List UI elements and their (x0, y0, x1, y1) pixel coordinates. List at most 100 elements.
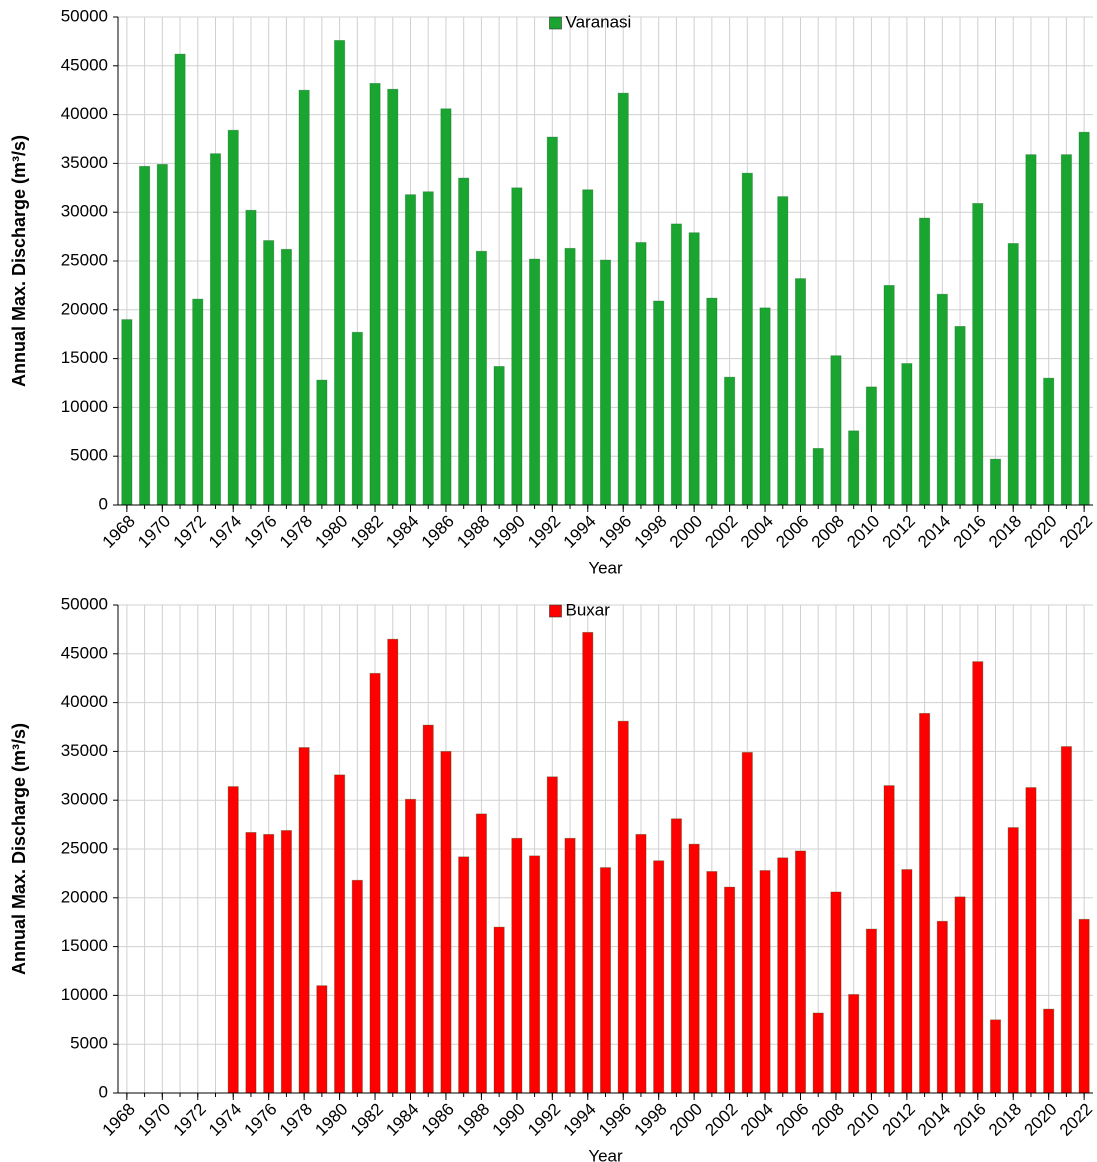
bar (653, 860, 665, 1094)
y-tick-label: 40000 (61, 692, 108, 711)
bar (298, 747, 310, 1094)
x-tick-label: 1976 (240, 512, 280, 552)
bar (954, 896, 966, 1094)
bar (1007, 827, 1019, 1094)
x-tick-label: 2022 (1056, 1100, 1096, 1140)
x-tick-label: 1972 (170, 1100, 210, 1140)
x-tick-label: 2014 (914, 1100, 954, 1140)
bar (599, 259, 612, 506)
x-tick-label: 1976 (240, 1100, 280, 1140)
y-tick-label: 10000 (61, 397, 108, 416)
x-tick-label: 2012 (879, 512, 919, 552)
x-tick-label: 1990 (489, 512, 529, 552)
bar (617, 92, 629, 506)
x-tick-label: 1968 (99, 1100, 139, 1140)
x-tick-label: 2022 (1056, 512, 1096, 552)
x-tick-label: 2006 (772, 512, 812, 552)
bar (670, 818, 682, 1094)
bar (404, 194, 417, 506)
bar (1043, 1008, 1055, 1094)
x-tick-label: 2016 (950, 512, 990, 552)
bar (227, 786, 239, 1094)
bar (564, 837, 576, 1094)
bar (174, 53, 186, 506)
bar (227, 129, 239, 506)
bar (1060, 154, 1072, 506)
x-tick-label: 1994 (560, 1100, 600, 1140)
bar (458, 177, 470, 506)
x-tick-label: 1988 (453, 1100, 493, 1140)
x-tick-label: 1974 (205, 1100, 245, 1140)
legend-swatch (549, 604, 562, 618)
bar (564, 247, 576, 506)
bar (440, 108, 452, 506)
bar (546, 136, 558, 506)
y-tick-label: 45000 (61, 55, 108, 74)
x-tick-label: 1972 (170, 512, 210, 552)
bar (688, 232, 700, 506)
x-tick-label: 2018 (985, 512, 1025, 552)
y-axis-label: Annual Max. Discharge (m³/s) (9, 135, 29, 387)
x-tick-label: 2008 (808, 1100, 848, 1140)
bar (830, 355, 842, 506)
x-tick-label: 2020 (1020, 512, 1060, 552)
bar (1025, 154, 1037, 506)
bar (989, 1019, 1002, 1094)
x-tick-label: 1984 (382, 512, 422, 552)
y-tick-label: 25000 (61, 250, 108, 269)
x-tick-label: 1996 (595, 1100, 635, 1140)
bar (989, 458, 1002, 506)
bar (245, 832, 257, 1094)
y-tick-label: 45000 (61, 643, 108, 662)
bar (334, 40, 346, 506)
bar (369, 82, 381, 506)
bar (741, 751, 753, 1094)
bar (724, 376, 736, 506)
bar (546, 776, 558, 1094)
bar (972, 203, 984, 506)
y-tick-label: 0 (99, 494, 108, 513)
bar (936, 920, 948, 1094)
y-tick-label: 0 (99, 1082, 108, 1101)
bar (777, 196, 789, 506)
bar (1007, 243, 1019, 506)
y-tick-label: 30000 (61, 790, 108, 809)
x-tick-label: 2018 (985, 1100, 1025, 1140)
bar (529, 855, 541, 1094)
bar (121, 319, 133, 506)
bar (422, 724, 434, 1094)
bar (280, 248, 292, 506)
y-tick-label: 5000 (70, 446, 108, 465)
legend-label: Varanasi (566, 12, 632, 31)
x-tick-label: 1992 (524, 512, 564, 552)
bar (1043, 377, 1055, 506)
x-tick-label: 2002 (701, 512, 741, 552)
bar (334, 774, 346, 1094)
bar (812, 447, 824, 506)
bar (635, 242, 647, 506)
x-tick-label: 1974 (205, 512, 245, 552)
bar (812, 1012, 824, 1094)
y-tick-label: 20000 (61, 887, 108, 906)
bar (706, 297, 718, 506)
y-tick-label: 50000 (61, 594, 108, 613)
bar (901, 869, 913, 1094)
bar (706, 871, 718, 1094)
bar (316, 379, 328, 506)
bar (369, 672, 381, 1094)
bar (901, 363, 913, 506)
x-tick-label: 1988 (453, 512, 493, 552)
bar (458, 856, 470, 1094)
bar (919, 712, 931, 1094)
y-tick-label: 25000 (61, 838, 108, 857)
bar (972, 661, 984, 1094)
bar (688, 843, 700, 1094)
bar (440, 751, 452, 1094)
x-tick-label: 2014 (914, 512, 954, 552)
bar (387, 88, 399, 506)
x-tick-label: 2004 (737, 512, 777, 552)
bar (724, 886, 736, 1094)
bar (316, 985, 328, 1094)
bar (156, 163, 168, 506)
x-tick-label: 2000 (666, 512, 706, 552)
